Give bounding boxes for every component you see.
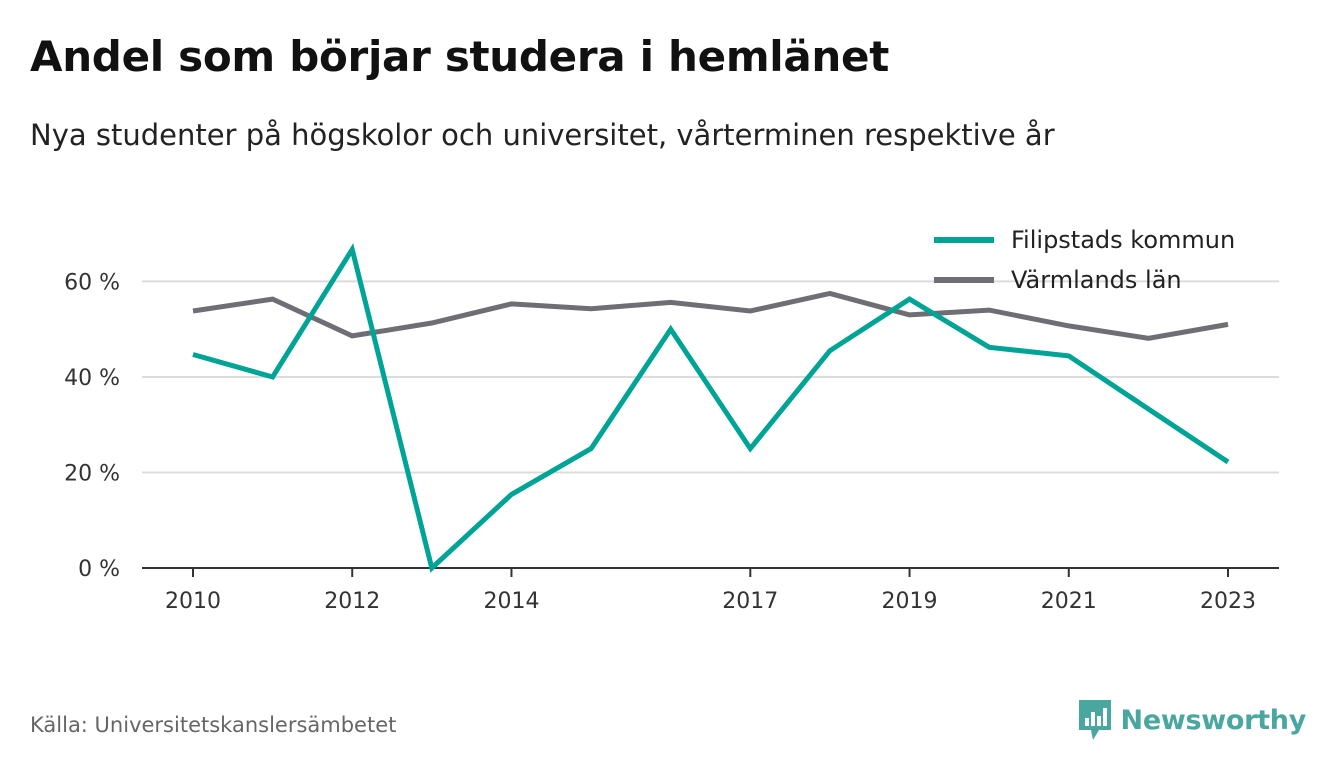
brand-logo: Newsworthy bbox=[1077, 698, 1306, 742]
series-line-filipstad bbox=[192, 243, 1230, 573]
y-tick-label: 20 % bbox=[64, 461, 120, 486]
x-tick-label: 2017 bbox=[722, 589, 778, 614]
x-tick-label: 2012 bbox=[324, 589, 380, 614]
y-tick-label: 60 % bbox=[64, 270, 120, 295]
x-tick-label: 2010 bbox=[165, 589, 221, 614]
line-chart: 0 % 20 % 40 % 60 % 2010 2012 2014 2017 2019 2021 2… bbox=[64, 226, 1279, 614]
y-tick-label: 0 % bbox=[78, 557, 120, 582]
y-tick-label: 40 % bbox=[64, 366, 120, 391]
series-line-varmland bbox=[192, 290, 1229, 341]
chart-subtitle: Nya studenter på högskolor och universit… bbox=[30, 118, 1055, 152]
source-note: Källa: Universitetskanslersämbetet bbox=[30, 713, 397, 737]
x-tick-label: 2019 bbox=[882, 589, 938, 614]
x-tick-label: 2014 bbox=[483, 589, 539, 614]
legend-label: Värmlands län bbox=[1011, 266, 1182, 294]
x-tick-label: 2021 bbox=[1041, 589, 1097, 614]
legend: Filipstads kommun Värmlands län bbox=[934, 226, 1235, 294]
chart-title: Andel som börjar studera i hemlänet bbox=[30, 32, 889, 81]
brand-name: Newsworthy bbox=[1120, 704, 1307, 736]
newsworthy-logo-icon bbox=[1078, 700, 1111, 740]
x-tick-label: 2023 bbox=[1200, 589, 1256, 614]
series-lines bbox=[192, 243, 1230, 573]
legend-label: Filipstads kommun bbox=[1011, 226, 1235, 254]
axes: 0 % 20 % 40 % 60 % 2010 2012 2014 2017 2019 2021 2… bbox=[64, 270, 1279, 614]
